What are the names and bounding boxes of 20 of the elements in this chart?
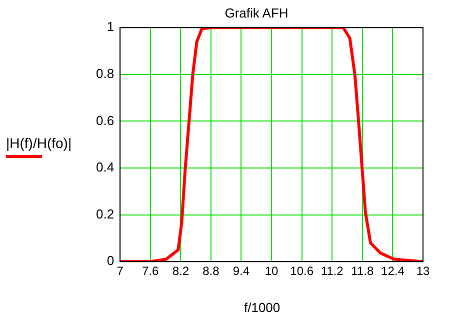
text: |H(f)/H(fo)| [6, 135, 72, 151]
chart-title: Grafik AFH [224, 5, 288, 20]
y-tick-label: 0.6 [96, 112, 114, 128]
x-axis-title: f/1000 [244, 300, 280, 315]
x-tick-label: 11.8 [351, 264, 374, 278]
x-tick-label: 8.2 [172, 264, 190, 278]
x-tick-label: 10.6 [290, 264, 314, 278]
y-tick-label: 0.4 [96, 160, 114, 175]
x-tick-label: 7.6 [142, 264, 160, 278]
x-tick-label: 9.4 [232, 264, 250, 278]
x-tick-label: 8.8 [202, 264, 220, 278]
x-tick-label: 7 [116, 264, 124, 278]
y-tick-label: 0 [106, 253, 114, 268]
x-tick-label: 12.4 [381, 264, 405, 278]
x-tick-label: 13 [416, 264, 430, 278]
y-tick-label: 0.2 [96, 206, 114, 222]
x-tick-label: 10 [264, 264, 279, 278]
y-tick-label: 0.8 [96, 66, 114, 81]
x-tick-label: 11.2 [320, 264, 344, 278]
y-tick-label: 1 [106, 19, 114, 34]
